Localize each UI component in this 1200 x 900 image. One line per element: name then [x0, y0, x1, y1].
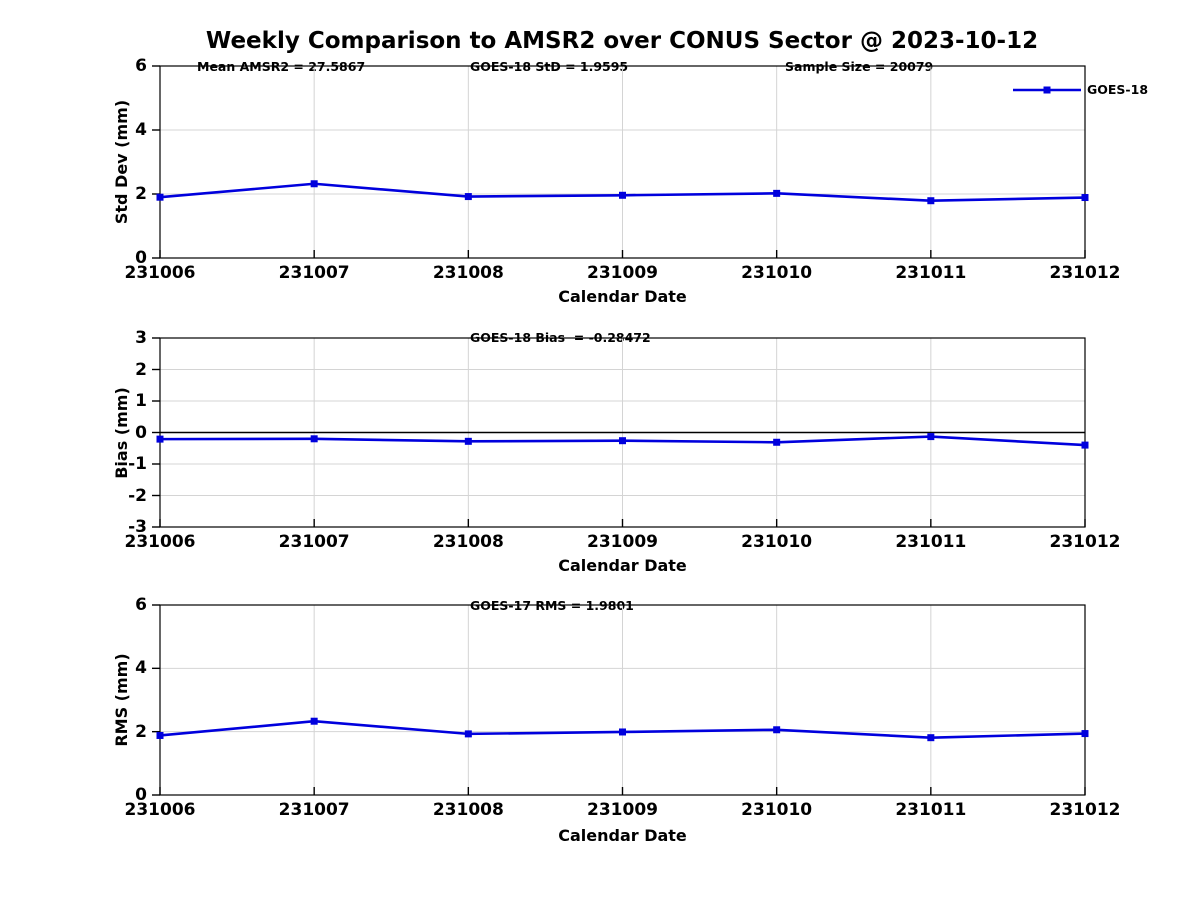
y-tick-label: 0	[135, 422, 147, 443]
stddev-plot-area	[152, 65, 1089, 259]
x-tick-label: 231010	[741, 532, 813, 552]
x-tick-label: 231012	[1049, 263, 1121, 283]
bias-x-axis-title: Calendar Date	[558, 556, 687, 575]
data-point-marker	[156, 435, 164, 443]
y-tick-label: -2	[128, 485, 147, 506]
x-tick-label: 231009	[587, 800, 658, 820]
x-tick-label: 231007	[278, 800, 350, 820]
y-tick-label: 4	[135, 658, 147, 679]
data-point-marker	[464, 193, 472, 201]
x-tick-label: 231006	[124, 532, 196, 552]
y-tick-label: 0	[135, 248, 147, 268]
legend-line-marker-icon	[1013, 86, 1081, 93]
x-tick-label: 231006	[124, 263, 196, 283]
legend: GOES-18	[1013, 82, 1148, 97]
data-point-marker	[773, 438, 781, 446]
data-point-marker	[773, 726, 781, 734]
x-tick-label: 231008	[432, 800, 504, 820]
rms-plot-area	[152, 604, 1089, 796]
bias-plot-area	[152, 337, 1089, 528]
x-tick-label: 231008	[432, 532, 504, 552]
x-tick-label: 231006	[124, 800, 196, 820]
data-point-marker	[310, 180, 318, 188]
x-tick-label: 231009	[587, 263, 658, 283]
data-point-marker	[156, 731, 164, 739]
rms-x-axis-title: Calendar Date	[558, 826, 687, 845]
data-point-marker	[773, 189, 781, 197]
x-tick-label: 231012	[1049, 800, 1121, 820]
data-point-marker	[619, 437, 626, 445]
y-tick-label: 2	[135, 359, 147, 380]
x-tick-label: 231012	[1049, 532, 1121, 552]
figure-title: Weekly Comparison to AMSR2 over CONUS Se…	[205, 28, 1039, 54]
data-point-marker	[310, 717, 318, 725]
y-tick-label: -3	[128, 517, 147, 537]
y-tick-label: 2	[135, 184, 147, 204]
data-point-marker	[619, 191, 626, 199]
x-tick-label: 231011	[895, 800, 967, 820]
data-point-marker	[1081, 194, 1089, 202]
data-point-marker	[927, 433, 935, 441]
y-tick-label: 0	[135, 785, 147, 805]
y-tick-label: 4	[135, 120, 147, 140]
y-tick-label: -1	[128, 454, 147, 474]
y-tick-label: 6	[135, 56, 147, 76]
x-tick-label: 231010	[741, 800, 813, 820]
data-point-marker	[619, 728, 626, 736]
data-point-marker	[310, 435, 318, 443]
x-tick-label: 231011	[895, 263, 967, 283]
data-point-marker	[1081, 441, 1089, 449]
y-tick-label: 6	[135, 595, 147, 615]
y-tick-label: 1	[135, 391, 147, 411]
y-tick-label: 3	[135, 328, 147, 348]
data-point-marker	[156, 193, 164, 201]
x-tick-label: 231010	[741, 263, 813, 283]
data-point-marker	[1081, 730, 1089, 738]
y-tick-label: 2	[135, 721, 147, 742]
data-point-marker	[464, 730, 472, 738]
stddev-x-axis-title: Calendar Date	[558, 287, 687, 306]
x-tick-label: 231008	[432, 263, 504, 283]
data-point-marker	[464, 437, 472, 445]
data-point-marker	[927, 197, 935, 205]
x-tick-label: 231007	[278, 532, 350, 552]
x-tick-label: 231009	[587, 532, 658, 552]
rms-y-axis-title: RMS (mm)	[112, 653, 131, 747]
data-point-marker	[927, 734, 935, 742]
legend-label: GOES-18	[1087, 82, 1149, 97]
x-tick-label: 231007	[278, 263, 350, 283]
stddev-y-axis-title: Std Dev (mm)	[112, 99, 131, 225]
x-tick-label: 231011	[895, 532, 967, 552]
